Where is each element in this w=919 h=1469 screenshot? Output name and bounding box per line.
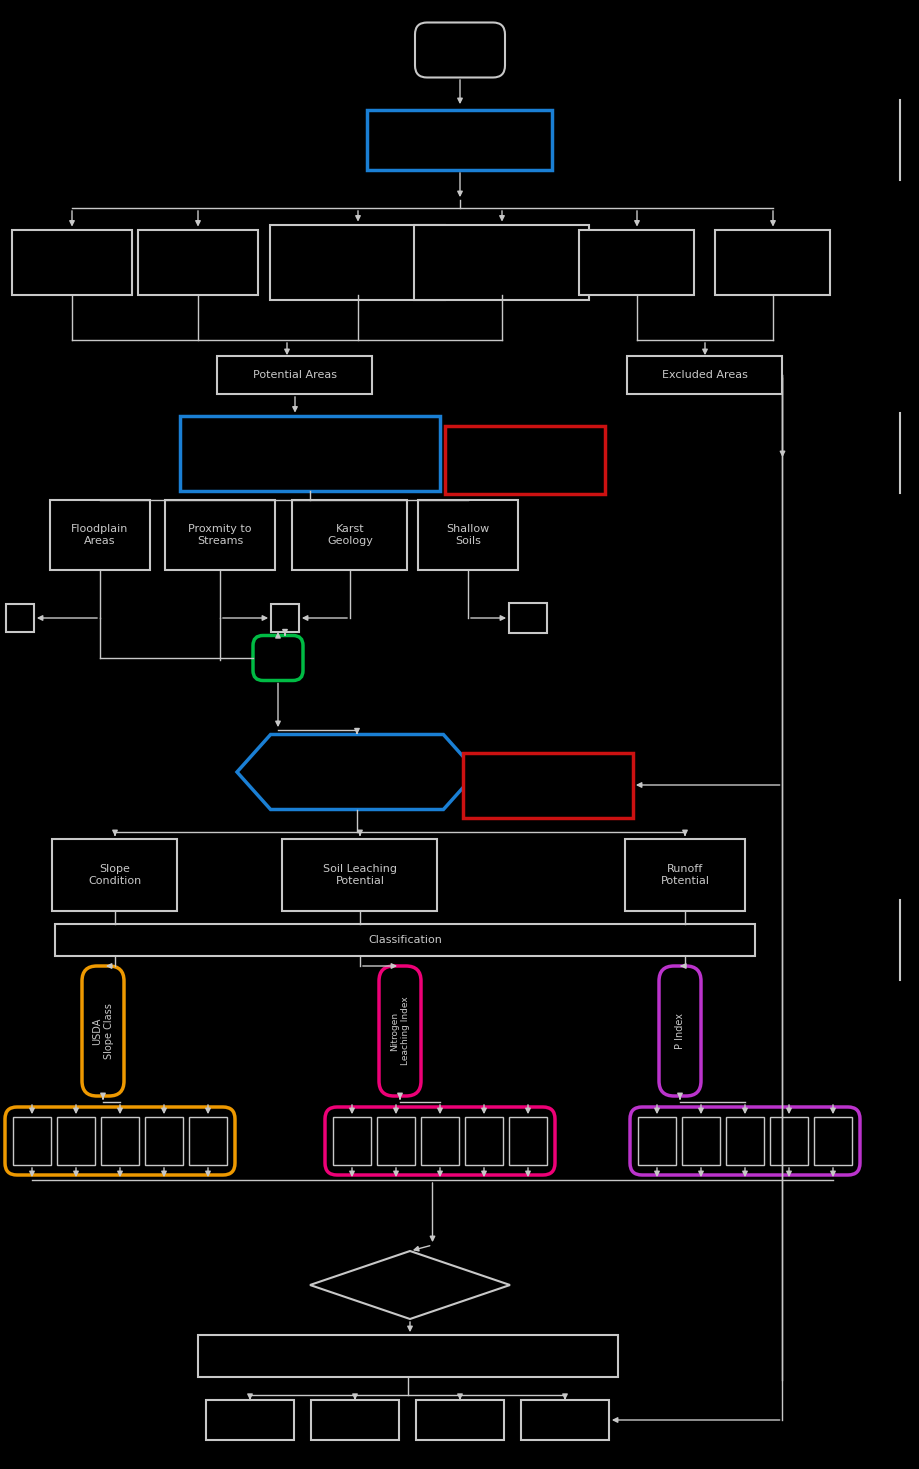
Polygon shape: [310, 1252, 509, 1319]
Text: Classification: Classification: [368, 934, 441, 945]
FancyBboxPatch shape: [379, 967, 421, 1096]
FancyBboxPatch shape: [5, 1108, 234, 1175]
Polygon shape: [237, 734, 476, 809]
FancyBboxPatch shape: [630, 1108, 859, 1175]
Bar: [52, 839, 177, 911]
Bar: [101, 1116, 139, 1165]
FancyBboxPatch shape: [82, 967, 124, 1096]
Bar: [333, 1116, 370, 1165]
FancyBboxPatch shape: [253, 636, 302, 680]
Bar: [462, 752, 632, 818]
Text: Karst
Geology: Karst Geology: [327, 524, 372, 546]
Bar: [198, 1335, 618, 1376]
Bar: [769, 1116, 807, 1165]
Bar: [50, 499, 150, 570]
Bar: [624, 839, 744, 911]
Bar: [138, 229, 257, 294]
Bar: [520, 1400, 608, 1440]
FancyBboxPatch shape: [658, 967, 700, 1096]
Text: P Index: P Index: [675, 1014, 685, 1049]
Bar: [414, 225, 589, 300]
Bar: [206, 1400, 294, 1440]
Bar: [6, 604, 34, 632]
Bar: [12, 229, 131, 294]
Bar: [55, 924, 754, 956]
Bar: [282, 839, 437, 911]
Text: Potential Areas: Potential Areas: [253, 370, 336, 380]
Bar: [579, 229, 694, 294]
Text: Proxmity to
Streams: Proxmity to Streams: [188, 524, 252, 546]
Bar: [57, 1116, 95, 1165]
Bar: [715, 229, 830, 294]
Text: Shallow
Soils: Shallow Soils: [446, 524, 489, 546]
Bar: [180, 416, 439, 491]
Text: Floodplain
Areas: Floodplain Areas: [72, 524, 129, 546]
Bar: [271, 604, 299, 632]
Bar: [311, 1400, 399, 1440]
Bar: [270, 225, 445, 300]
Bar: [681, 1116, 720, 1165]
Bar: [508, 602, 547, 633]
Bar: [377, 1116, 414, 1165]
Text: Soil Leaching
Potential: Soil Leaching Potential: [323, 864, 397, 886]
Bar: [145, 1116, 183, 1165]
Bar: [627, 355, 782, 394]
Bar: [464, 1116, 503, 1165]
Bar: [813, 1116, 851, 1165]
Bar: [367, 110, 552, 170]
Bar: [508, 1116, 547, 1165]
Bar: [637, 1116, 675, 1165]
Text: Excluded Areas: Excluded Areas: [662, 370, 747, 380]
Text: Nitrogen
Leaching Index: Nitrogen Leaching Index: [390, 996, 409, 1065]
Bar: [188, 1116, 227, 1165]
Text: Runoff
Potential: Runoff Potential: [660, 864, 709, 886]
Bar: [415, 1400, 504, 1440]
Bar: [417, 499, 517, 570]
Text: USDA
Slope Class: USDA Slope Class: [92, 1003, 114, 1059]
Bar: [13, 1116, 51, 1165]
FancyBboxPatch shape: [324, 1108, 554, 1175]
Bar: [421, 1116, 459, 1165]
Text: Slope
Condition: Slope Condition: [88, 864, 142, 886]
Bar: [445, 426, 605, 494]
Bar: [217, 355, 372, 394]
Bar: [292, 499, 407, 570]
Bar: [165, 499, 275, 570]
Bar: [725, 1116, 763, 1165]
FancyBboxPatch shape: [414, 22, 505, 78]
